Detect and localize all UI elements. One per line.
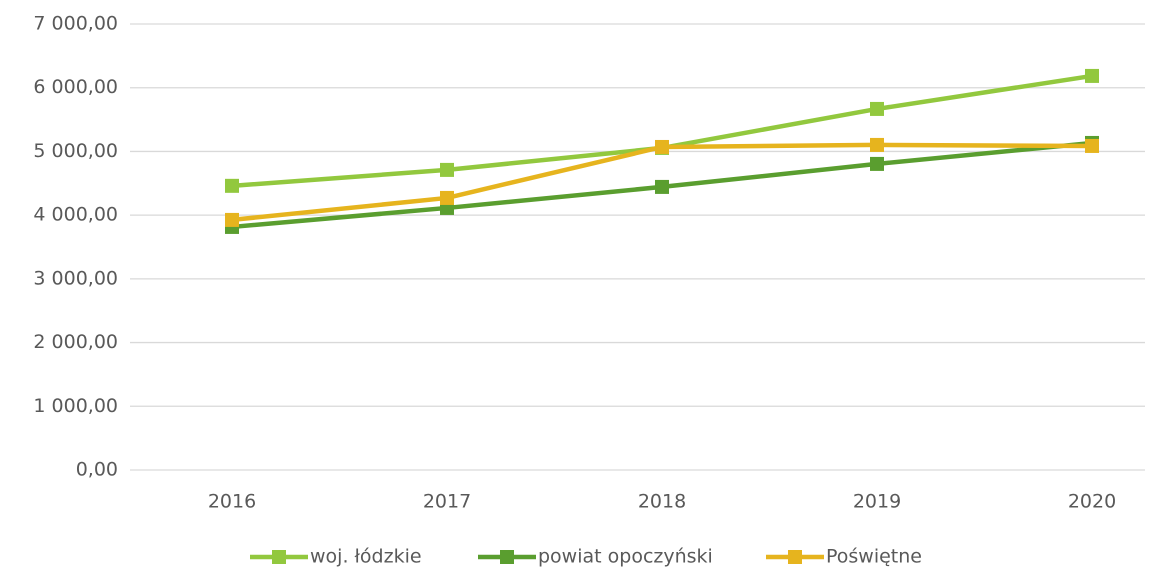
- point-marker: [870, 101, 884, 116]
- y-tick-label: 4 000,00: [33, 204, 118, 226]
- legend-label: woj. łódzkie: [310, 546, 422, 568]
- x-tick-label: 2018: [638, 491, 686, 513]
- legend-marker: [272, 550, 286, 564]
- point-marker: [1085, 138, 1099, 153]
- point-marker: [1085, 68, 1099, 83]
- x-tick-label: 2016: [208, 491, 256, 513]
- point-marker: [655, 139, 669, 154]
- point-marker: [225, 212, 239, 227]
- x-tick-label: 2020: [1068, 491, 1116, 513]
- point-marker: [655, 179, 669, 194]
- point-marker: [225, 178, 239, 193]
- legend-label: powiat opoczyński: [538, 546, 713, 568]
- series-line: [231, 73, 1093, 189]
- y-tick-label: 1 000,00: [33, 395, 118, 417]
- point-marker: [440, 190, 454, 205]
- legend-label: Poświętne: [826, 546, 922, 568]
- x-tick-label: 2017: [423, 491, 471, 513]
- y-tick-label: 5 000,00: [33, 140, 118, 162]
- y-tick-label: 7 000,00: [33, 13, 118, 35]
- legend-marker: [788, 550, 802, 564]
- legend-marker: [500, 550, 514, 564]
- y-tick-label: 3 000,00: [33, 267, 118, 289]
- point-marker: [870, 137, 884, 152]
- y-tick-label: 6 000,00: [33, 76, 118, 98]
- point-marker: [870, 156, 884, 171]
- point-marker: [440, 162, 454, 177]
- y-tick-label: 2 000,00: [33, 331, 118, 353]
- x-tick-label: 2019: [853, 491, 901, 513]
- y-tick-label: 0,00: [76, 459, 118, 481]
